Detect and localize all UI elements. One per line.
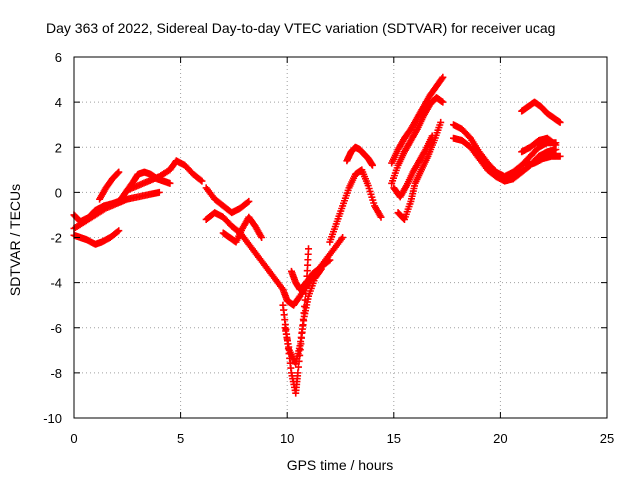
series-arc-l xyxy=(287,256,334,293)
data-point xyxy=(258,234,266,241)
data-point xyxy=(166,179,174,187)
x-tick-label: 25 xyxy=(600,431,614,446)
data-point xyxy=(439,73,447,81)
data-point xyxy=(368,161,376,169)
data-point xyxy=(114,169,122,177)
series-arc-t xyxy=(449,134,560,185)
x-tick-label: 5 xyxy=(177,431,184,446)
data-point xyxy=(326,256,334,264)
series-arc-k xyxy=(281,265,325,368)
data-point xyxy=(198,177,206,185)
data-point xyxy=(552,141,560,149)
series-arc-i xyxy=(219,213,266,246)
data-point xyxy=(245,197,253,205)
data-point xyxy=(556,152,564,160)
series-arc-b xyxy=(70,227,123,248)
series-arc-q xyxy=(394,118,445,223)
x-tick-label: 20 xyxy=(493,431,507,446)
x-axis-label: GPS time / hours xyxy=(287,457,394,473)
y-tick-label: 4 xyxy=(55,95,62,110)
data-point xyxy=(115,227,123,235)
data-point xyxy=(438,75,446,83)
data-point xyxy=(551,140,559,148)
series-arc-v xyxy=(518,134,560,156)
series-arc-d xyxy=(96,168,123,203)
data-point xyxy=(437,118,445,126)
data-point xyxy=(305,245,313,253)
y-tick-label: 6 xyxy=(55,50,62,65)
y-tick-label: -6 xyxy=(50,321,62,336)
data-points xyxy=(70,73,564,397)
y-tick-label: -10 xyxy=(43,411,62,426)
data-point xyxy=(325,257,333,265)
series-arc-h xyxy=(202,209,347,309)
y-tick-label: 2 xyxy=(55,140,62,155)
series-arc-w xyxy=(522,152,564,169)
series-arc-p xyxy=(388,94,447,187)
data-point xyxy=(197,176,205,184)
data-point xyxy=(339,234,347,241)
series-arc-u xyxy=(518,98,564,126)
series-arc-o xyxy=(388,73,447,167)
y-tick-label: -8 xyxy=(50,366,62,381)
series-arc-m xyxy=(326,166,385,246)
series-arc-n xyxy=(343,143,376,169)
data-point xyxy=(556,118,564,126)
series-arc-g xyxy=(202,184,253,217)
chart-title: Day 363 of 2022, Sidereal Day-to-day VTE… xyxy=(46,20,555,36)
y-tick-label: -4 xyxy=(50,276,62,291)
y-axis-label: SDTVAR / TECUs xyxy=(7,184,23,296)
data-point xyxy=(155,188,163,196)
y-tick-label: -2 xyxy=(50,231,62,246)
x-tick-label: 15 xyxy=(387,431,401,446)
data-point xyxy=(114,228,122,236)
data-point xyxy=(439,98,447,106)
series-arc-r xyxy=(390,132,436,201)
x-tick-label: 0 xyxy=(70,431,77,446)
data-point xyxy=(428,132,436,140)
x-tick-label: 10 xyxy=(280,431,294,446)
data-point xyxy=(377,213,385,221)
axis-ticks: 0 5 10 15 20 25 -10 -8 -6 -4 -2 0 2 4 6 xyxy=(43,50,614,446)
data-point xyxy=(244,198,252,206)
data-point xyxy=(115,168,123,176)
y-tick-label: 0 xyxy=(55,185,62,200)
series-arc-f xyxy=(123,157,206,194)
grid xyxy=(74,57,607,418)
